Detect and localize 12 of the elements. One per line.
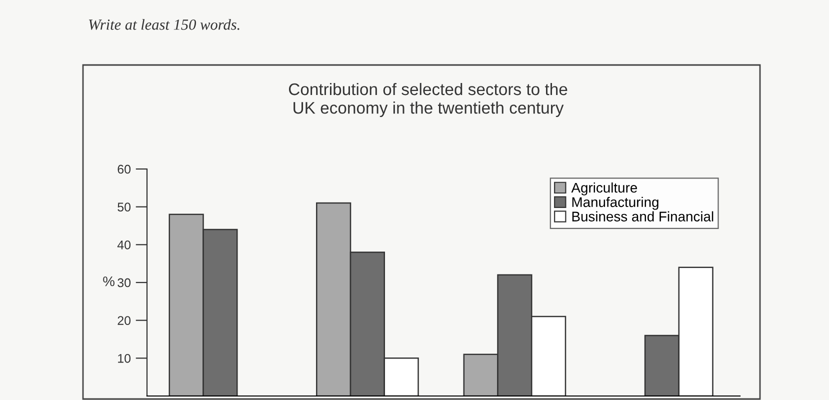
y-tick-label: 30 <box>118 278 131 288</box>
y-tick-label: 40 <box>117 240 131 250</box>
y-tick-label: 20 <box>118 316 131 325</box>
text: Write at least 150 words. <box>89 19 240 30</box>
y-tick-label: 50 <box>118 202 131 212</box>
legend-label: Manufacturing <box>572 196 658 210</box>
chart-title: Contribution of selected sectors to the UK economy in the twentieth century <box>288 82 568 118</box>
y-tick-label: 10 <box>118 354 131 363</box>
y-tick-label: 60 <box>118 164 131 174</box>
y-axis-title: % <box>103 276 114 286</box>
legend-label: Agriculture <box>571 182 638 196</box>
legend-label: Business and Financial <box>572 211 714 222</box>
